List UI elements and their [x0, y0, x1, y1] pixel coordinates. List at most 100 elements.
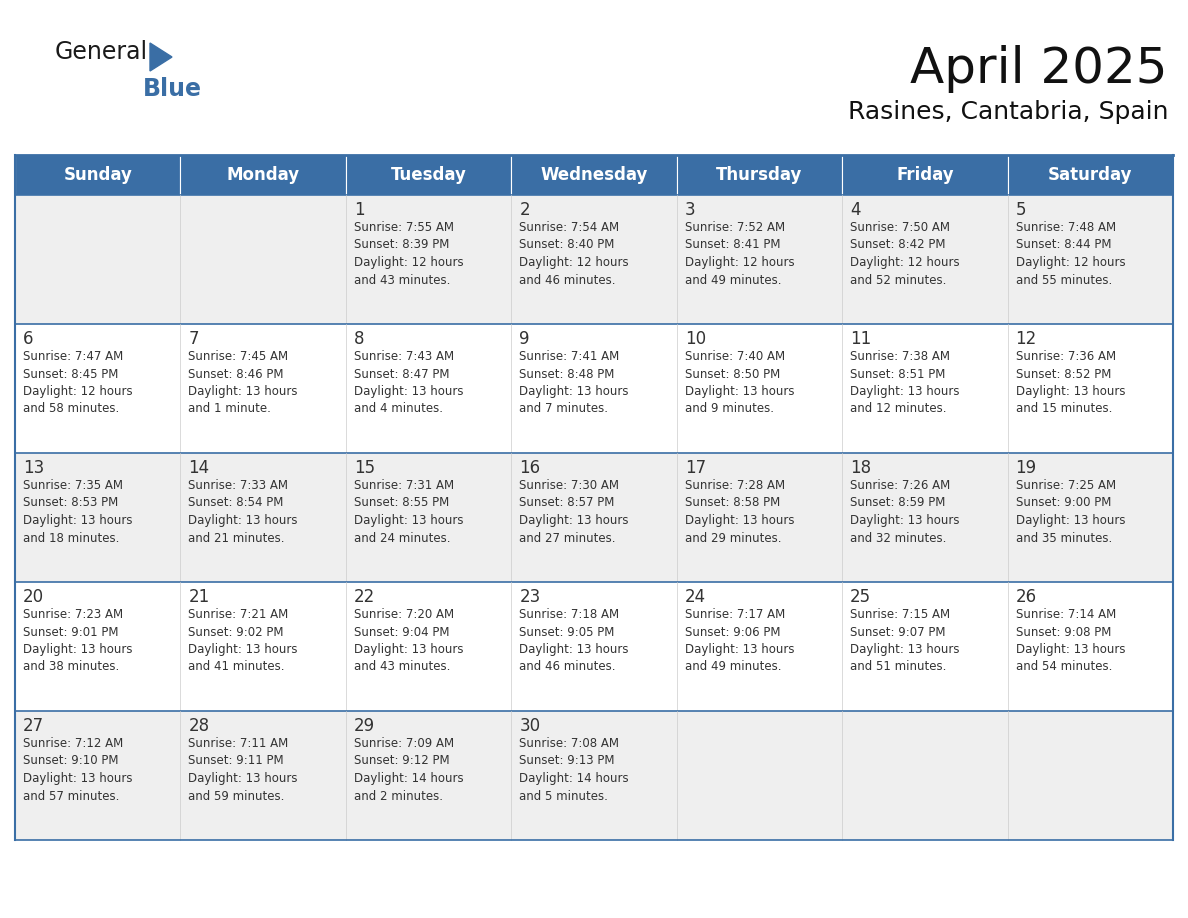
- Bar: [842, 582, 1007, 711]
- Bar: [15, 155, 181, 195]
- Text: 5: 5: [1016, 201, 1026, 219]
- Text: Sunrise: 7:14 AM
Sunset: 9:08 PM
Daylight: 13 hours
and 54 minutes.: Sunrise: 7:14 AM Sunset: 9:08 PM Dayligh…: [1016, 608, 1125, 674]
- Text: Sunrise: 7:38 AM
Sunset: 8:51 PM
Daylight: 13 hours
and 12 minutes.: Sunrise: 7:38 AM Sunset: 8:51 PM Dayligh…: [851, 350, 960, 416]
- Text: Wednesday: Wednesday: [541, 166, 647, 184]
- Bar: [346, 711, 511, 840]
- Bar: [677, 324, 842, 453]
- Text: 2: 2: [519, 201, 530, 219]
- Text: 1: 1: [354, 201, 365, 219]
- Text: Sunrise: 7:41 AM
Sunset: 8:48 PM
Daylight: 13 hours
and 7 minutes.: Sunrise: 7:41 AM Sunset: 8:48 PM Dayligh…: [519, 350, 628, 416]
- Bar: [1007, 324, 1173, 453]
- Text: Sunrise: 7:35 AM
Sunset: 8:53 PM
Daylight: 13 hours
and 18 minutes.: Sunrise: 7:35 AM Sunset: 8:53 PM Dayligh…: [23, 479, 133, 544]
- Polygon shape: [150, 43, 172, 71]
- Bar: [1007, 582, 1173, 711]
- Text: Sunday: Sunday: [63, 166, 132, 184]
- Bar: [511, 155, 677, 195]
- Bar: [181, 582, 346, 711]
- Text: 27: 27: [23, 717, 44, 735]
- Bar: [346, 582, 511, 711]
- Text: 30: 30: [519, 717, 541, 735]
- Bar: [15, 195, 181, 324]
- Bar: [15, 711, 181, 840]
- Bar: [511, 324, 677, 453]
- Bar: [15, 453, 181, 582]
- Text: 7: 7: [189, 330, 198, 348]
- Bar: [842, 453, 1007, 582]
- Text: Monday: Monday: [227, 166, 299, 184]
- Bar: [1007, 711, 1173, 840]
- Text: 6: 6: [23, 330, 33, 348]
- Text: April 2025: April 2025: [910, 45, 1168, 93]
- Text: Sunrise: 7:47 AM
Sunset: 8:45 PM
Daylight: 12 hours
and 58 minutes.: Sunrise: 7:47 AM Sunset: 8:45 PM Dayligh…: [23, 350, 133, 416]
- Text: Blue: Blue: [143, 77, 202, 101]
- Text: Saturday: Saturday: [1048, 166, 1132, 184]
- Text: Sunrise: 7:40 AM
Sunset: 8:50 PM
Daylight: 13 hours
and 9 minutes.: Sunrise: 7:40 AM Sunset: 8:50 PM Dayligh…: [684, 350, 795, 416]
- Bar: [842, 711, 1007, 840]
- Text: 28: 28: [189, 717, 209, 735]
- Bar: [842, 324, 1007, 453]
- Text: 9: 9: [519, 330, 530, 348]
- Bar: [181, 711, 346, 840]
- Text: Sunrise: 7:55 AM
Sunset: 8:39 PM
Daylight: 12 hours
and 43 minutes.: Sunrise: 7:55 AM Sunset: 8:39 PM Dayligh…: [354, 221, 463, 286]
- Text: 29: 29: [354, 717, 375, 735]
- Bar: [511, 711, 677, 840]
- Text: Friday: Friday: [896, 166, 954, 184]
- Text: 18: 18: [851, 459, 871, 477]
- Text: 26: 26: [1016, 588, 1037, 606]
- Text: 11: 11: [851, 330, 871, 348]
- Text: 16: 16: [519, 459, 541, 477]
- Text: Sunrise: 7:48 AM
Sunset: 8:44 PM
Daylight: 12 hours
and 55 minutes.: Sunrise: 7:48 AM Sunset: 8:44 PM Dayligh…: [1016, 221, 1125, 286]
- Text: 3: 3: [684, 201, 695, 219]
- Text: 19: 19: [1016, 459, 1037, 477]
- Text: 4: 4: [851, 201, 860, 219]
- Text: Sunrise: 7:18 AM
Sunset: 9:05 PM
Daylight: 13 hours
and 46 minutes.: Sunrise: 7:18 AM Sunset: 9:05 PM Dayligh…: [519, 608, 628, 674]
- Text: Sunrise: 7:28 AM
Sunset: 8:58 PM
Daylight: 13 hours
and 29 minutes.: Sunrise: 7:28 AM Sunset: 8:58 PM Dayligh…: [684, 479, 795, 544]
- Bar: [511, 582, 677, 711]
- Text: 10: 10: [684, 330, 706, 348]
- Bar: [346, 195, 511, 324]
- Text: Sunrise: 7:17 AM
Sunset: 9:06 PM
Daylight: 13 hours
and 49 minutes.: Sunrise: 7:17 AM Sunset: 9:06 PM Dayligh…: [684, 608, 795, 674]
- Bar: [181, 453, 346, 582]
- Bar: [1007, 453, 1173, 582]
- Text: Sunrise: 7:08 AM
Sunset: 9:13 PM
Daylight: 14 hours
and 5 minutes.: Sunrise: 7:08 AM Sunset: 9:13 PM Dayligh…: [519, 737, 628, 802]
- Text: 14: 14: [189, 459, 209, 477]
- Text: Sunrise: 7:50 AM
Sunset: 8:42 PM
Daylight: 12 hours
and 52 minutes.: Sunrise: 7:50 AM Sunset: 8:42 PM Dayligh…: [851, 221, 960, 286]
- Text: 17: 17: [684, 459, 706, 477]
- Bar: [15, 582, 181, 711]
- Text: Sunrise: 7:25 AM
Sunset: 9:00 PM
Daylight: 13 hours
and 35 minutes.: Sunrise: 7:25 AM Sunset: 9:00 PM Dayligh…: [1016, 479, 1125, 544]
- Text: Sunrise: 7:09 AM
Sunset: 9:12 PM
Daylight: 14 hours
and 2 minutes.: Sunrise: 7:09 AM Sunset: 9:12 PM Dayligh…: [354, 737, 463, 802]
- Text: Sunrise: 7:43 AM
Sunset: 8:47 PM
Daylight: 13 hours
and 4 minutes.: Sunrise: 7:43 AM Sunset: 8:47 PM Dayligh…: [354, 350, 463, 416]
- Bar: [511, 453, 677, 582]
- Bar: [15, 324, 181, 453]
- Text: Tuesday: Tuesday: [391, 166, 467, 184]
- Text: 15: 15: [354, 459, 375, 477]
- Text: Sunrise: 7:33 AM
Sunset: 8:54 PM
Daylight: 13 hours
and 21 minutes.: Sunrise: 7:33 AM Sunset: 8:54 PM Dayligh…: [189, 479, 298, 544]
- Text: 23: 23: [519, 588, 541, 606]
- Text: Rasines, Cantabria, Spain: Rasines, Cantabria, Spain: [847, 100, 1168, 124]
- Text: Sunrise: 7:45 AM
Sunset: 8:46 PM
Daylight: 13 hours
and 1 minute.: Sunrise: 7:45 AM Sunset: 8:46 PM Dayligh…: [189, 350, 298, 416]
- Bar: [677, 711, 842, 840]
- Text: Sunrise: 7:11 AM
Sunset: 9:11 PM
Daylight: 13 hours
and 59 minutes.: Sunrise: 7:11 AM Sunset: 9:11 PM Dayligh…: [189, 737, 298, 802]
- Text: 12: 12: [1016, 330, 1037, 348]
- Bar: [842, 195, 1007, 324]
- Text: 24: 24: [684, 588, 706, 606]
- Bar: [511, 195, 677, 324]
- Bar: [677, 195, 842, 324]
- Bar: [677, 582, 842, 711]
- Bar: [1007, 155, 1173, 195]
- Bar: [677, 155, 842, 195]
- Text: Thursday: Thursday: [716, 166, 803, 184]
- Bar: [181, 195, 346, 324]
- Text: 22: 22: [354, 588, 375, 606]
- Text: 20: 20: [23, 588, 44, 606]
- Text: 21: 21: [189, 588, 209, 606]
- Text: Sunrise: 7:12 AM
Sunset: 9:10 PM
Daylight: 13 hours
and 57 minutes.: Sunrise: 7:12 AM Sunset: 9:10 PM Dayligh…: [23, 737, 133, 802]
- Text: 13: 13: [23, 459, 44, 477]
- Text: Sunrise: 7:26 AM
Sunset: 8:59 PM
Daylight: 13 hours
and 32 minutes.: Sunrise: 7:26 AM Sunset: 8:59 PM Dayligh…: [851, 479, 960, 544]
- Bar: [181, 155, 346, 195]
- Text: Sunrise: 7:30 AM
Sunset: 8:57 PM
Daylight: 13 hours
and 27 minutes.: Sunrise: 7:30 AM Sunset: 8:57 PM Dayligh…: [519, 479, 628, 544]
- Text: Sunrise: 7:54 AM
Sunset: 8:40 PM
Daylight: 12 hours
and 46 minutes.: Sunrise: 7:54 AM Sunset: 8:40 PM Dayligh…: [519, 221, 628, 286]
- Text: Sunrise: 7:31 AM
Sunset: 8:55 PM
Daylight: 13 hours
and 24 minutes.: Sunrise: 7:31 AM Sunset: 8:55 PM Dayligh…: [354, 479, 463, 544]
- Bar: [1007, 195, 1173, 324]
- Bar: [346, 324, 511, 453]
